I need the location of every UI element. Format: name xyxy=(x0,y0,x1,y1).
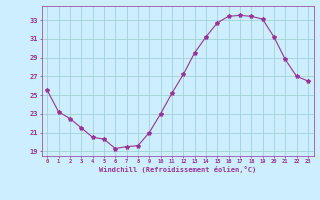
X-axis label: Windchill (Refroidissement éolien,°C): Windchill (Refroidissement éolien,°C) xyxy=(99,166,256,173)
